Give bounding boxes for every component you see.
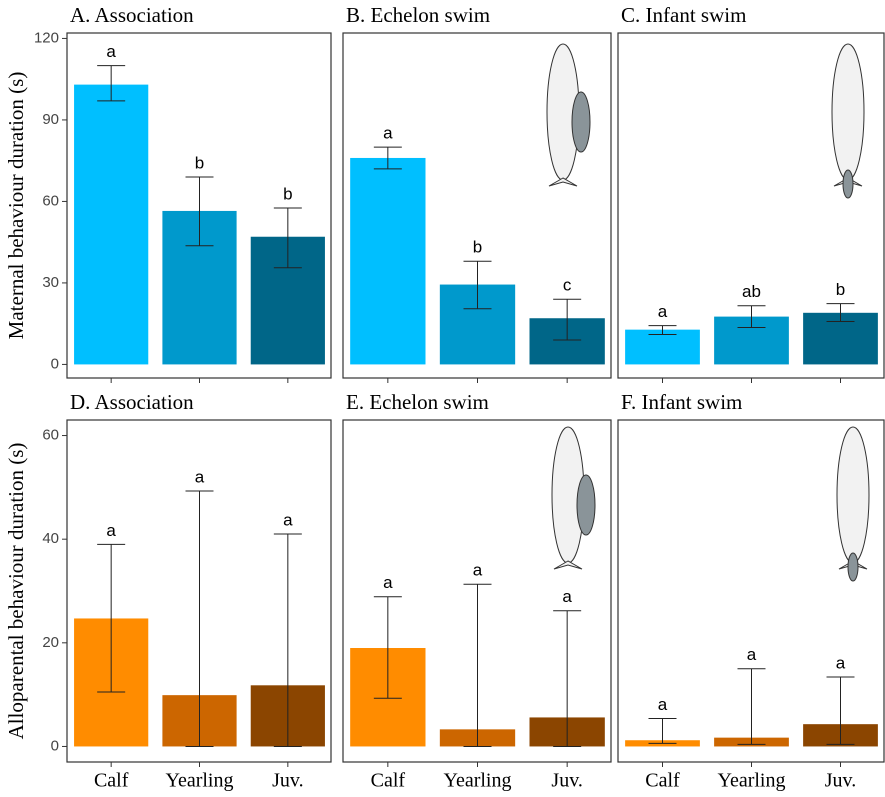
significance-letter: c	[563, 276, 572, 295]
x-tick-label: Calf	[645, 770, 680, 792]
significance-letter: a	[836, 654, 846, 673]
x-tick-label: Calf	[94, 770, 129, 792]
significance-letter: a	[747, 645, 757, 664]
significance-letter: a	[383, 573, 393, 592]
significance-letter: b	[473, 238, 482, 257]
significance-letter: b	[195, 153, 204, 172]
chart: A. Association Maternal behaviour duratio…	[0, 0, 885, 797]
y-tick-label: 120	[34, 29, 59, 46]
significance-letter: a	[562, 587, 572, 606]
panel-title: C. Infant swim	[621, 3, 746, 27]
panel-title: E. Echelon swim	[346, 390, 489, 414]
bar	[350, 158, 425, 364]
x-tick-label: Juv.	[551, 770, 582, 792]
error-bar	[464, 584, 492, 746]
x-tick-label: Juv.	[825, 770, 856, 792]
y-tick-label: 30	[42, 274, 59, 291]
panel-title: F. Infant swim	[621, 390, 742, 414]
significance-letter: a	[283, 510, 293, 529]
error-bar	[738, 669, 766, 745]
x-tick-label: Juv.	[272, 770, 303, 792]
significance-letter: a	[195, 467, 205, 486]
significance-letter: a	[383, 124, 393, 143]
y-axis-label: Maternal behaviour duration (s)	[4, 72, 28, 340]
significance-letter: ab	[742, 282, 761, 301]
y-tick-label: 60	[42, 427, 59, 444]
significance-letter: b	[283, 184, 292, 203]
whale-illustrations	[547, 44, 869, 581]
significance-letter: a	[658, 302, 668, 321]
panel-title: A. Association	[70, 3, 194, 27]
y-axis-label: Alloparental behaviour duration (s)	[4, 443, 28, 740]
x-tick-label: Yearling	[718, 770, 786, 792]
plots: A. Association Maternal behaviour duratio…	[4, 3, 884, 792]
significance-letter: b	[836, 280, 845, 299]
x-tick-label: Calf	[371, 770, 406, 792]
x-tick-label: Yearling	[166, 770, 234, 792]
significance-letter: a	[106, 521, 116, 540]
x-tick-label: Yearling	[444, 770, 512, 792]
y-tick-label: 20	[42, 634, 59, 651]
y-tick-label: 40	[42, 530, 59, 547]
significance-letter: a	[473, 561, 483, 580]
y-tick-label: 0	[51, 737, 59, 754]
y-tick-label: 60	[42, 192, 59, 209]
significance-letter: a	[658, 695, 668, 714]
panel-title: D. Association	[70, 390, 194, 414]
error-bar	[649, 718, 677, 743]
bar	[74, 85, 148, 365]
y-tick-label: 90	[42, 111, 59, 128]
y-tick-label: 0	[51, 355, 59, 372]
panel-title: B. Echelon swim	[346, 3, 490, 27]
significance-letter: a	[106, 42, 116, 61]
